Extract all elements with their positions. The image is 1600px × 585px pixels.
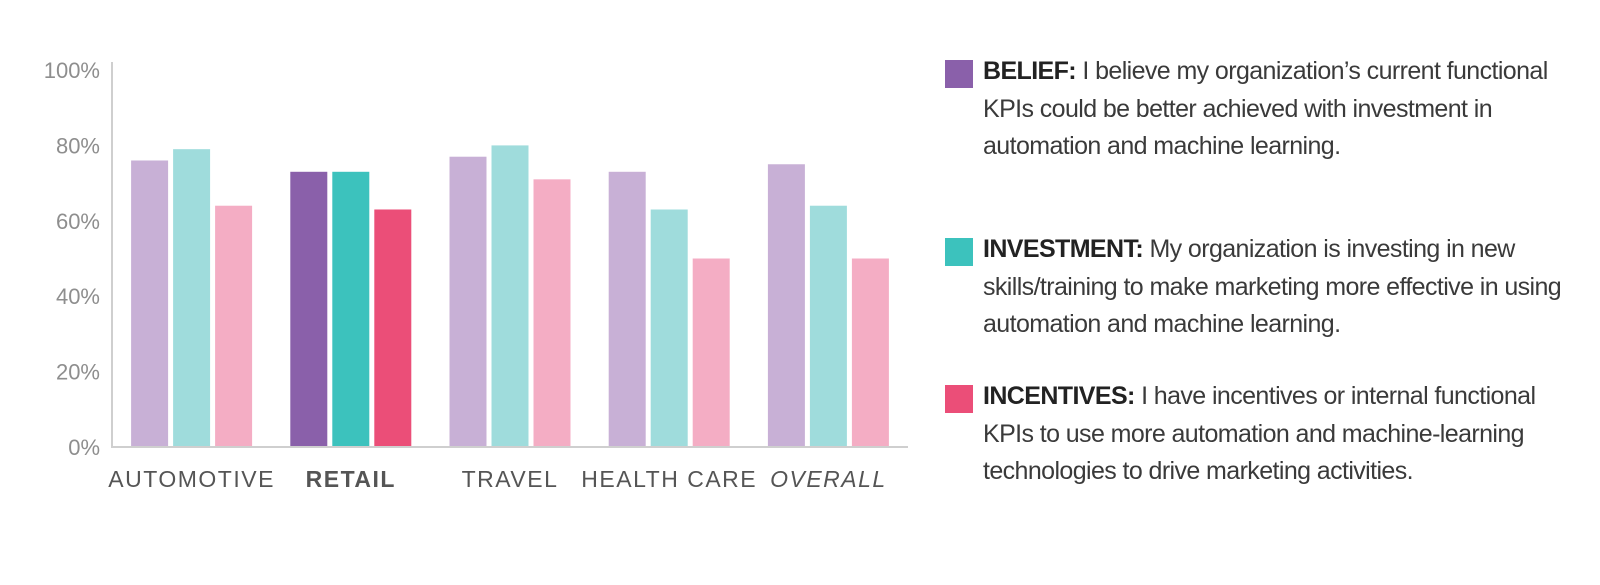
y-tick-label: 80% xyxy=(56,133,100,158)
legend-desc-incentives: I have incentives or internal functional… xyxy=(983,382,1536,485)
legend-desc-belief: I believe my organization’s current func… xyxy=(983,57,1548,160)
bar-investment-automotive xyxy=(173,149,211,448)
bar-incentives-automotive xyxy=(215,205,253,447)
x-category-label: RETAIL xyxy=(306,466,396,492)
y-axis-ticks: 0% 20% 40% 60% 80% 100% xyxy=(44,58,100,460)
bar-investment-overall xyxy=(809,205,847,447)
y-tick-label: 20% xyxy=(56,360,100,385)
bar-investment-health-care xyxy=(650,209,688,447)
bar-belief-overall xyxy=(767,164,805,447)
legend-swatch-incentives xyxy=(945,385,973,413)
bars xyxy=(131,145,889,448)
bar-investment-retail xyxy=(332,171,370,448)
bar-incentives-travel xyxy=(533,179,571,447)
y-tick-label: 100% xyxy=(44,58,100,83)
legend-term-incentives: INCENTIVES: xyxy=(983,382,1135,410)
legend-swatch-investment xyxy=(945,238,973,266)
bar-chart: 0% 20% 40% 60% 80% 100% AUTOMOTIVE RETAIL TRAVE… xyxy=(44,58,908,492)
bar-investment-travel xyxy=(491,145,529,447)
x-category-label: TRAVEL xyxy=(462,466,559,492)
legend-desc-investment: My organization is investing in new skil… xyxy=(983,235,1562,338)
x-category-label: HEALTH CARE xyxy=(581,466,757,492)
bar-incentives-health-care xyxy=(692,258,730,447)
bar-belief-retail xyxy=(290,171,328,448)
bar-belief-travel xyxy=(449,156,487,447)
bar-incentives-overall xyxy=(851,258,889,447)
legend-term-belief: BELIEF: xyxy=(983,57,1077,85)
legend-text-belief: BELIEF: I believe my organization’s curr… xyxy=(983,53,1563,166)
y-tick-label: 40% xyxy=(56,284,100,309)
x-category-label: OVERALL xyxy=(770,466,887,492)
legend-term-investment: INVESTMENT: xyxy=(983,235,1144,263)
bar-incentives-retail xyxy=(374,209,412,447)
x-category-label: AUTOMOTIVE xyxy=(108,466,275,492)
legend-swatch-belief xyxy=(945,60,973,88)
y-tick-label: 60% xyxy=(56,209,100,234)
y-tick-label: 0% xyxy=(68,435,100,460)
bar-belief-health-care xyxy=(608,171,646,448)
x-axis-labels: AUTOMOTIVE RETAIL TRAVEL HEALTH CARE OVERALL xyxy=(108,466,887,492)
legend-text-investment: INVESTMENT: My organization is investing… xyxy=(983,231,1563,344)
legend-text-incentives: INCENTIVES: I have incentives or interna… xyxy=(983,378,1563,491)
bar-belief-automotive xyxy=(131,160,169,448)
